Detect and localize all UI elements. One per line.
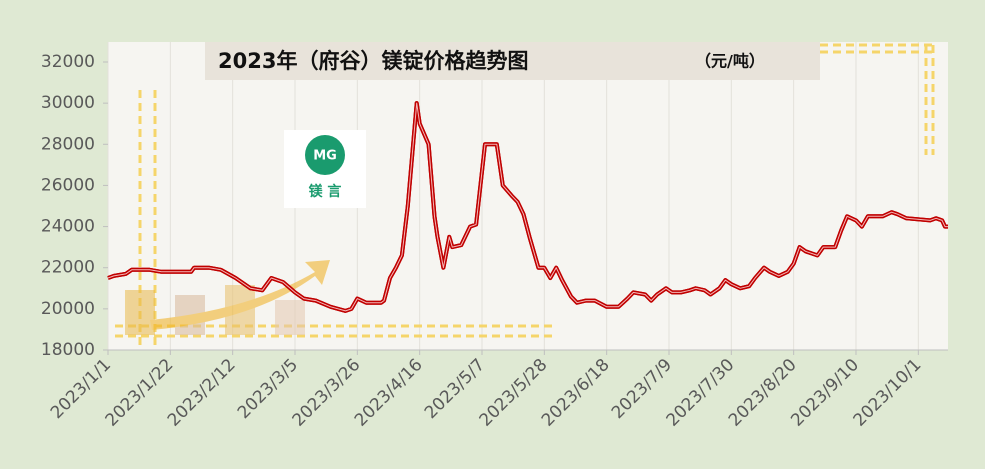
y-tick-label: 28000	[41, 134, 95, 154]
logo: MG 镁 言	[284, 130, 366, 208]
y-tick-label: 18000	[41, 340, 95, 360]
logo-name: 镁 言	[309, 183, 342, 200]
logo-mark: MG	[313, 149, 337, 164]
y-tick-label: 24000	[41, 217, 95, 237]
series-line-highlight	[107, 102, 948, 312]
y-tick-label: 20000	[41, 299, 95, 319]
arrow-graphic	[125, 260, 330, 335]
title-box	[205, 42, 820, 80]
chart-title: 2023年（府谷）镁锭价格趋势图	[218, 49, 528, 73]
y-tick-label: 22000	[41, 258, 95, 278]
unit-label: （元/吨）	[695, 52, 765, 71]
y-tick-label: 26000	[41, 175, 95, 195]
y-tick-label: 32000	[41, 52, 95, 72]
y-tick-label: 30000	[41, 93, 95, 113]
